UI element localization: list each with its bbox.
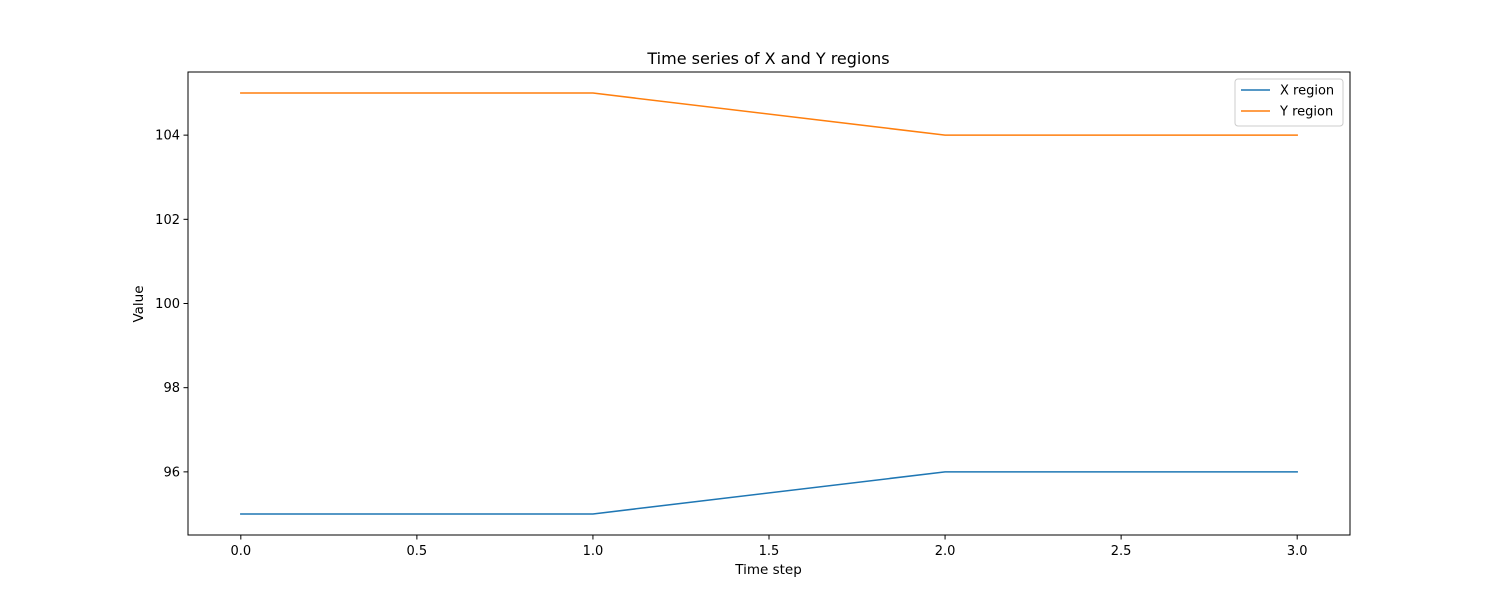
plot-area	[187, 71, 1351, 536]
x-tick-label: 2.5	[1111, 544, 1132, 559]
x-tick-label: 1.0	[583, 544, 604, 559]
x-axis: 0.0 0.5 1.0 1.5 2.0 2.5 3.0	[230, 535, 1308, 559]
y-tick-label: 100	[155, 297, 180, 312]
y-tick-label: 102	[155, 213, 180, 228]
chart-title: Time series of X and Y regions	[646, 49, 889, 68]
x-tick-label: 0.5	[407, 544, 428, 559]
legend-label: Y region	[1279, 105, 1333, 120]
x-tick-label: 0.0	[230, 544, 251, 559]
x-tick-label: 3.0	[1287, 544, 1308, 559]
x-tick-label: 2.0	[935, 544, 956, 559]
y-axis: 96 98 100 102 104	[155, 129, 188, 480]
y-tick-label: 98	[163, 381, 180, 396]
x-tick-label: 1.5	[759, 544, 780, 559]
legend: X region Y region	[1234, 78, 1344, 127]
y-tick-label: 96	[163, 465, 180, 480]
legend-label: X region	[1280, 84, 1334, 99]
series-line-y-region	[240, 92, 1298, 136]
y-axis-label: Value	[131, 285, 147, 322]
series-lines	[240, 92, 1298, 515]
y-tick-label: 104	[155, 129, 180, 144]
series-line-x-region	[240, 471, 1298, 515]
x-axis-label: Time step	[734, 562, 802, 578]
